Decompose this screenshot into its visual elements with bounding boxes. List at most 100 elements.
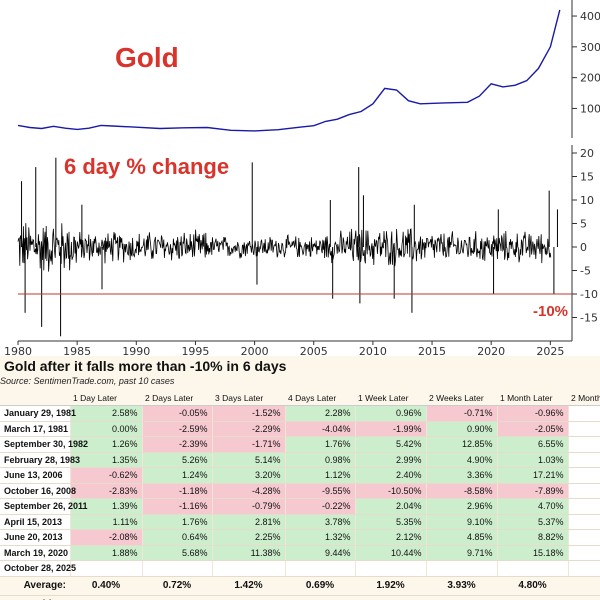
threshold-label: -10% bbox=[533, 303, 568, 320]
row-date: September 26, 2011 bbox=[0, 498, 88, 515]
positive-row: % Positive:60%50%50%70%80%80%70% bbox=[0, 595, 600, 600]
column-header bbox=[0, 391, 70, 406]
table-row: June 13, 2006 -0.62% 1.24% 3.20% 1.12% 2.40% 3… bbox=[0, 467, 600, 484]
average-row-value: 3.93% bbox=[426, 576, 497, 596]
change-chart-title: 6 day % change bbox=[64, 154, 229, 179]
return-cell: -0.96% bbox=[497, 405, 569, 422]
column-header: 4 Days Later bbox=[285, 391, 355, 406]
row-date: June 13, 2006 bbox=[0, 467, 71, 484]
column-header: 1 Month Later bbox=[497, 391, 568, 406]
return-cell: -2.39% bbox=[142, 436, 213, 453]
return-cell: -10.50% bbox=[355, 483, 427, 499]
table-row: April 15, 2013 1.11% 1.76% 2.81% 3.78% 5.35% 9… bbox=[0, 514, 600, 530]
return-cell: 0.90% bbox=[426, 421, 498, 437]
return-cell: 8.82% bbox=[497, 529, 569, 546]
average-row-value: 4.80% bbox=[497, 576, 568, 596]
return-cell: 1.39% bbox=[70, 498, 143, 515]
return-cell: 5.14% bbox=[212, 452, 286, 468]
return-cell: 17.21% bbox=[497, 467, 569, 484]
return-cell bbox=[497, 560, 569, 577]
average-row: Average: 0.40% 0.72% 1.42% 0.69% 1.92% 3.93% 4.… bbox=[0, 576, 600, 596]
return-cell bbox=[568, 467, 600, 484]
table-title: Gold after it falls more than -10% in 6 … bbox=[4, 358, 287, 374]
table-row: February 28, 1983 1.35% 5.26% 5.14% 0.98% 2.9… bbox=[0, 452, 600, 468]
x-tick-label: 2005 bbox=[300, 345, 328, 356]
return-cell: 5.26% bbox=[142, 452, 213, 468]
return-cell: -0.79% bbox=[212, 498, 286, 515]
return-cell: 5.42% bbox=[355, 436, 427, 453]
change-y-tick-label: 5 bbox=[580, 218, 587, 231]
average-row-value: 1.42% bbox=[212, 576, 285, 596]
return-cell bbox=[568, 436, 600, 453]
return-cell: 5.37% bbox=[497, 514, 569, 530]
return-cell: -1.18% bbox=[142, 483, 213, 499]
return-cell: 0.98% bbox=[285, 452, 356, 468]
table-row: January 29, 1981 2.58% -0.05% -1.52% 2.28% 0.… bbox=[0, 405, 600, 422]
return-cell: 2.04% bbox=[355, 498, 427, 515]
positive-row-value: 50% bbox=[212, 595, 285, 600]
row-date: April 15, 2013 bbox=[0, 514, 71, 530]
return-cell: -2.05% bbox=[497, 421, 569, 437]
x-tick-label: 2020 bbox=[477, 345, 505, 356]
row-date: September 30, 1982 bbox=[0, 436, 88, 453]
column-header: 2 Days Later bbox=[142, 391, 212, 406]
x-tick-label: 2025 bbox=[536, 345, 564, 356]
positive-row-value: 50% bbox=[142, 595, 212, 600]
table-row: October 28, 2025 bbox=[0, 560, 600, 577]
return-cell: -0.71% bbox=[426, 405, 498, 422]
change-y-tick-label: -5 bbox=[580, 265, 591, 278]
return-cell: 1.12% bbox=[285, 467, 356, 484]
column-header: 1 Week Later bbox=[355, 391, 426, 406]
positive-row-value: 70% bbox=[497, 595, 568, 600]
return-cell: -7.89% bbox=[497, 483, 569, 499]
return-cell bbox=[285, 560, 356, 577]
return-cell: 4.90% bbox=[426, 452, 498, 468]
change-y-tick-label: 15 bbox=[580, 171, 594, 184]
return-cell: 10.44% bbox=[355, 545, 427, 561]
return-cell bbox=[568, 529, 600, 546]
return-cell: -1.52% bbox=[212, 405, 286, 422]
return-cell: -1.71% bbox=[212, 436, 286, 453]
column-header: 2 Weeks Later bbox=[426, 391, 497, 406]
return-cell: -2.59% bbox=[142, 421, 213, 437]
return-cell: -0.62% bbox=[70, 467, 143, 484]
return-cell: 1.88% bbox=[70, 545, 143, 561]
return-cell: 1.32% bbox=[285, 529, 356, 546]
return-cell: 2.99% bbox=[355, 452, 427, 468]
row-date: February 28, 1983 bbox=[0, 452, 80, 468]
average-row-label: Average: bbox=[0, 576, 70, 596]
x-tick-label: 2010 bbox=[359, 345, 387, 356]
row-date: January 29, 1981 bbox=[0, 405, 76, 422]
return-cell: -0.05% bbox=[142, 405, 213, 422]
return-cell: 0.64% bbox=[142, 529, 213, 546]
row-date: October 16, 2008 bbox=[0, 483, 76, 499]
table-row: September 30, 1982 1.26% -2.39% -1.71% 1.76%… bbox=[0, 436, 600, 453]
gold-chart-title: Gold bbox=[115, 42, 179, 73]
row-date: March 17, 1981 bbox=[0, 421, 71, 437]
return-cell bbox=[142, 560, 213, 577]
return-cell: 6.55% bbox=[497, 436, 569, 453]
return-cell: 2.28% bbox=[285, 405, 356, 422]
return-cell: 1.35% bbox=[70, 452, 143, 468]
return-cell: 5.68% bbox=[142, 545, 213, 561]
change-y-tick-label: 20 bbox=[580, 147, 594, 160]
x-tick-label: 1980 bbox=[4, 345, 32, 356]
return-cell: 9.44% bbox=[285, 545, 356, 561]
return-cell: 1.11% bbox=[70, 514, 143, 530]
return-cell: -2.29% bbox=[212, 421, 286, 437]
return-cell bbox=[568, 545, 600, 561]
return-cell: 2.40% bbox=[355, 467, 427, 484]
change-y-tick-label: 10 bbox=[580, 194, 594, 207]
table-row: March 17, 1981 0.00% -2.59% -2.29% -4.04% -1.… bbox=[0, 421, 600, 437]
change-y-tick-label: -15 bbox=[580, 312, 598, 325]
table-source: Source: SentimenTrade.com, past 10 cases bbox=[0, 376, 175, 386]
average-row-value bbox=[568, 576, 600, 596]
return-cell: 1.76% bbox=[142, 514, 213, 530]
return-cell: -2.08% bbox=[70, 529, 143, 546]
column-header: 2 Months Later bbox=[568, 391, 600, 406]
row-date: June 20, 2013 bbox=[0, 529, 71, 546]
return-cell bbox=[70, 560, 143, 577]
return-cell: 2.25% bbox=[212, 529, 286, 546]
return-cell: -4.28% bbox=[212, 483, 286, 499]
